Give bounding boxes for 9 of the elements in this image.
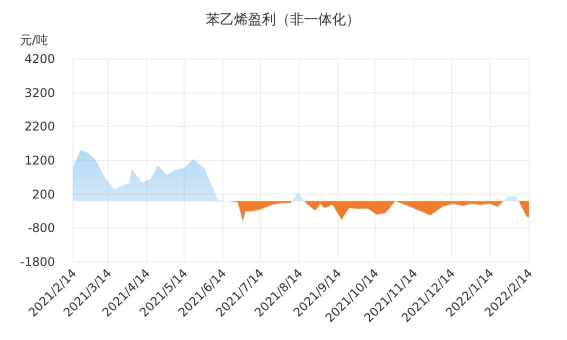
y-tick-label: 3200 [24, 86, 55, 100]
y-tick-label: 4200 [24, 52, 55, 66]
y-tick-label: -1800 [20, 255, 55, 269]
y-axis-title: 元/吨 [20, 33, 48, 47]
y-tick-label: 2200 [24, 120, 55, 134]
y-tick-label: 200 [32, 187, 55, 202]
chart-title: 苯乙烯盈利（非一体化） [206, 12, 360, 28]
y-tick-label: -800 [28, 221, 55, 236]
y-tick-label: 1200 [24, 154, 55, 168]
